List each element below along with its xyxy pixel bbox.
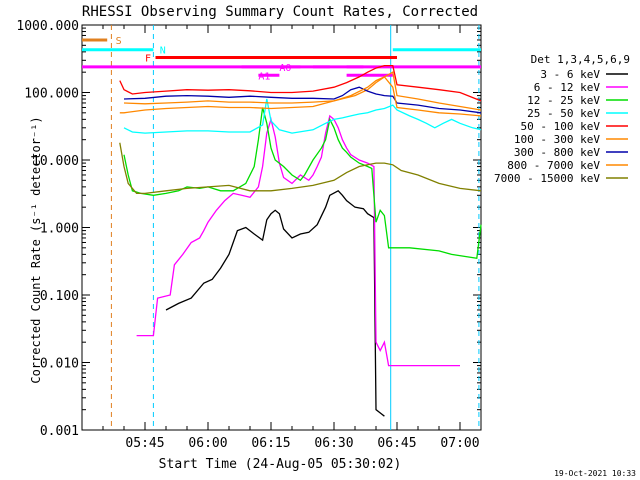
series-line: [123, 86, 482, 114]
series-line: [119, 64, 482, 102]
legend-label: 800 - 7000 keV: [507, 159, 600, 172]
series-line: [119, 76, 482, 117]
y-tick-label: 1000.000: [16, 19, 79, 34]
legend-label: 3 - 6 keV: [540, 68, 600, 81]
y-tick-label: 0.001: [40, 424, 79, 439]
legend-label: 25 - 50 keV: [527, 107, 600, 120]
legend-label: 100 - 300 keV: [514, 133, 600, 146]
flag-label: N: [160, 46, 166, 57]
series-line: [136, 114, 460, 367]
y-tick-label: 100.000: [24, 87, 79, 102]
footer-date: 19-Oct-2021 10:33: [554, 469, 636, 478]
x-tick-label: 07:00: [440, 436, 479, 451]
y-tick-label: 10.000: [32, 154, 79, 169]
x-tick-label: 05:45: [125, 436, 164, 451]
y-axis-label: Corrected Count Rate (s⁻¹ detector⁻¹): [29, 116, 43, 383]
y-tick-label: 1.000: [40, 222, 79, 237]
legend-label: 300 - 800 keV: [514, 146, 600, 159]
series-line: [123, 98, 482, 134]
x-tick-label: 06:30: [314, 436, 353, 451]
flag-label: F: [145, 54, 151, 65]
plot-area: 1000.000 100.000 10.000 1.000 0.100 0.010 0.00…: [16, 19, 482, 451]
y-tick-label: 0.010: [40, 357, 79, 372]
series-line: [165, 189, 385, 417]
x-tick-label: 06:15: [251, 436, 290, 451]
flag-label: A0: [279, 63, 291, 74]
legend-label: 7000 - 15000 keV: [494, 172, 600, 185]
series-line: [123, 107, 482, 260]
series-line: [123, 71, 482, 111]
legend-title: Det 1,3,4,5,6,9: [531, 53, 630, 66]
legend-label: 12 - 25 keV: [527, 94, 600, 107]
series-line: [119, 142, 482, 195]
flag-label: S: [116, 36, 122, 47]
x-tick-label: 06:45: [377, 436, 416, 451]
flag-label: A1: [258, 71, 270, 82]
plot-frame: [81, 24, 482, 431]
chart-title: RHESSI Observing Summary Count Rates, Co…: [82, 4, 478, 20]
legend-label: 50 - 100 keV: [521, 120, 601, 133]
x-tick-label: 06:00: [188, 436, 227, 451]
y-tick-label: 0.100: [40, 289, 79, 304]
legend-label: 6 - 12 keV: [534, 81, 601, 94]
x-axis-label: Start Time (24-Aug-05 05:30:02): [159, 457, 402, 472]
